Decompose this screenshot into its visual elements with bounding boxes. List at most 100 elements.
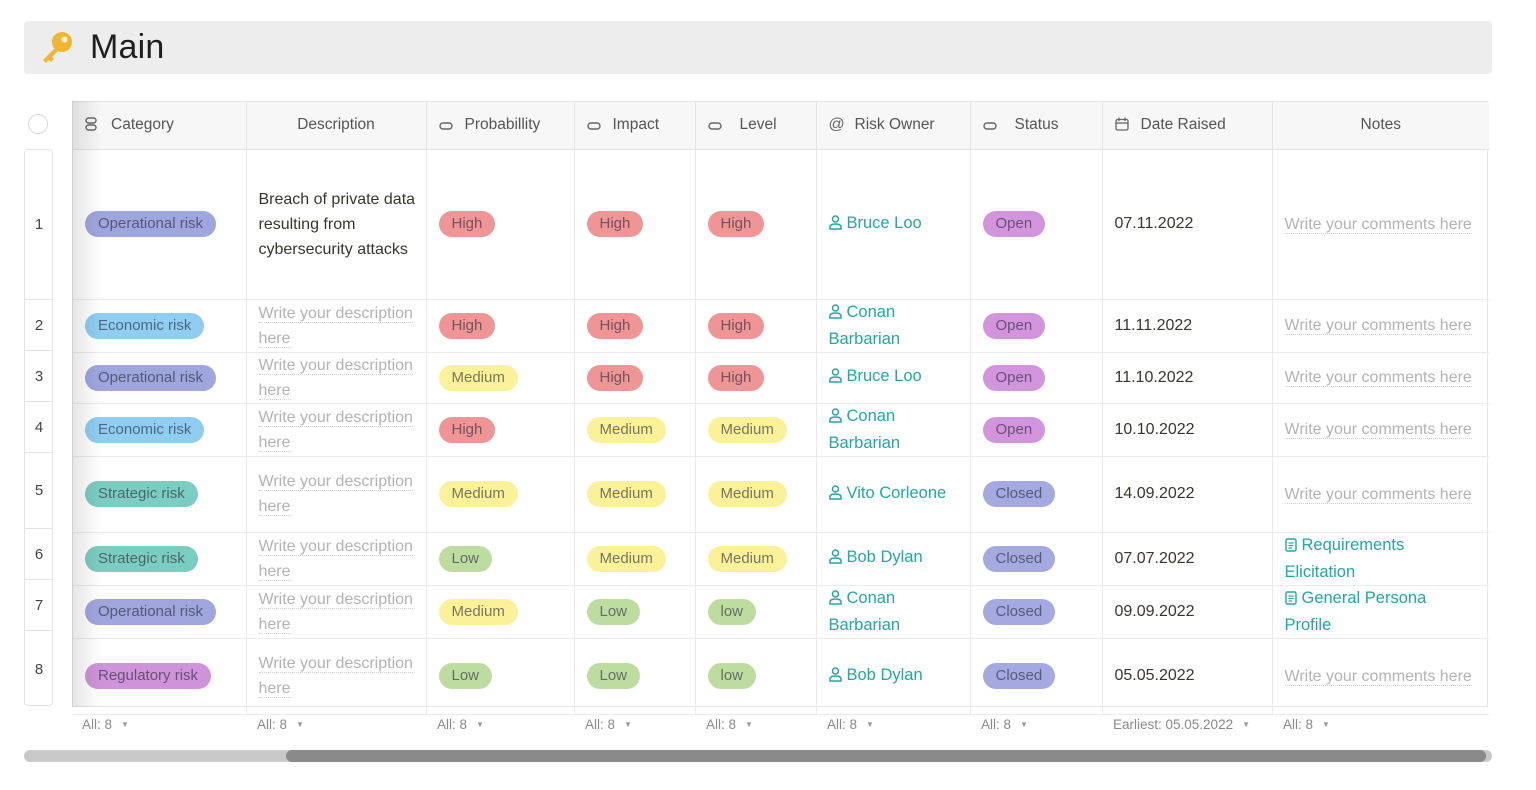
- cell-description[interactable]: Write your description here: [246, 352, 427, 404]
- cell-notes[interactable]: Write your comments here: [1272, 352, 1489, 404]
- column-aggregate-dropdown[interactable]: All: 8 ▼: [437, 717, 484, 732]
- risk-owner-link[interactable]: Conan Barbarian: [828, 302, 901, 348]
- cell-probability[interactable]: Medium: [426, 456, 575, 533]
- cell-status[interactable]: Open: [970, 403, 1103, 457]
- row-number[interactable]: 6: [25, 529, 53, 580]
- cell-date-raised[interactable]: 07.07.2022: [1102, 532, 1273, 586]
- cell-notes[interactable]: Write your comments here: [1272, 149, 1489, 300]
- note-page-link[interactable]: Requirements Elicitation: [1284, 535, 1405, 581]
- row-number[interactable]: 8: [34, 660, 44, 678]
- cell-probability[interactable]: Low: [426, 638, 575, 715]
- cell-level[interactable]: High: [695, 149, 817, 300]
- column-header-status[interactable]: Status: [970, 102, 1103, 150]
- cell-notes[interactable]: Write your comments here: [1272, 403, 1489, 457]
- cell-date-raised[interactable]: 05.05.2022: [1102, 638, 1273, 715]
- risk-owner-link[interactable]: Conan Barbarian: [828, 406, 901, 452]
- cell-level[interactable]: Medium: [695, 456, 817, 533]
- cell-category[interactable]: Economic risk: [73, 403, 247, 457]
- cell-description[interactable]: Breach of private data resulting from cy…: [246, 149, 427, 300]
- row-number[interactable]: 3: [25, 351, 53, 402]
- column-header-category[interactable]: Category: [73, 102, 247, 150]
- cell-risk-owner[interactable]: Bruce Loo: [816, 149, 971, 300]
- cell-probability[interactable]: High: [426, 299, 575, 353]
- cell-description[interactable]: Write your description here: [246, 456, 427, 533]
- cell-status[interactable]: Open: [970, 149, 1103, 300]
- cell-probability[interactable]: Medium: [426, 352, 575, 404]
- risk-owner-link[interactable]: Bruce Loo: [828, 211, 958, 238]
- table-row[interactable]: Regulatory risk Write your description h…: [73, 638, 1489, 715]
- cell-probability[interactable]: Low: [426, 532, 575, 586]
- risk-owner-link[interactable]: Conan Barbarian: [828, 588, 901, 634]
- cell-date-raised[interactable]: 09.09.2022: [1102, 585, 1273, 639]
- risk-owner-link[interactable]: Bob Dylan: [828, 663, 958, 690]
- risk-owner-link[interactable]: Bob Dylan: [828, 545, 958, 572]
- cell-level[interactable]: Medium: [695, 532, 817, 586]
- cell-category[interactable]: Operational risk: [73, 352, 247, 404]
- table-row[interactable]: Strategic risk Write your description he…: [73, 532, 1489, 586]
- column-aggregate-dropdown[interactable]: All: 8 ▼: [82, 717, 129, 732]
- column-header-probability[interactable]: Probabillity: [426, 102, 575, 150]
- cell-impact[interactable]: High: [574, 149, 696, 300]
- row-number[interactable]: 4: [25, 402, 53, 453]
- select-all-checkbox[interactable]: [28, 114, 48, 134]
- cell-notes[interactable]: Write your comments here: [1272, 638, 1489, 715]
- cell-date-raised[interactable]: 11.11.2022: [1102, 299, 1273, 353]
- row-number[interactable]: 2: [25, 300, 53, 351]
- cell-status[interactable]: Closed: [970, 456, 1103, 533]
- cell-description[interactable]: Write your description here: [246, 299, 427, 353]
- cell-category[interactable]: Economic risk: [73, 299, 247, 353]
- cell-notes[interactable]: Write your comments here: [1272, 299, 1489, 353]
- row-number[interactable]: 7: [25, 580, 53, 631]
- cell-risk-owner[interactable]: Bob Dylan: [816, 638, 971, 715]
- cell-date-raised[interactable]: 11.10.2022: [1102, 352, 1273, 404]
- table-row[interactable]: Strategic risk Write your description he…: [73, 456, 1489, 533]
- cell-impact[interactable]: High: [574, 299, 696, 353]
- note-page-link[interactable]: General Persona Profile: [1284, 588, 1427, 634]
- cell-risk-owner[interactable]: Vito Corleone: [816, 456, 971, 533]
- column-aggregate-dropdown[interactable]: All: 8 ▼: [585, 717, 632, 732]
- horizontal-scrollbar-thumb[interactable]: [286, 750, 1486, 762]
- cell-description[interactable]: Write your description here: [246, 585, 427, 639]
- column-header-description[interactable]: Description: [246, 102, 427, 150]
- cell-impact[interactable]: Low: [574, 638, 696, 715]
- cell-impact[interactable]: Medium: [574, 456, 696, 533]
- cell-status[interactable]: Closed: [970, 585, 1103, 639]
- cell-notes[interactable]: Requirements Elicitation: [1272, 532, 1489, 586]
- cell-status[interactable]: Closed: [970, 532, 1103, 586]
- cell-notes[interactable]: Write your comments here: [1272, 456, 1489, 533]
- column-header-impact[interactable]: Impact: [574, 102, 696, 150]
- cell-risk-owner[interactable]: Conan Barbarian: [816, 403, 971, 457]
- column-aggregate-dropdown[interactable]: All: 8 ▼: [257, 717, 304, 732]
- column-header-notes[interactable]: Notes: [1272, 102, 1489, 150]
- column-header-risk-owner[interactable]: @ Risk Owner: [816, 102, 971, 150]
- cell-notes[interactable]: General Persona Profile: [1272, 585, 1489, 639]
- table-row[interactable]: Economic risk Write your description her…: [73, 299, 1489, 353]
- column-aggregate-dropdown[interactable]: Earliest: 05.05.2022 ▼: [1113, 717, 1251, 732]
- column-header-date-raised[interactable]: Date Raised: [1102, 102, 1273, 150]
- cell-probability[interactable]: Medium: [426, 585, 575, 639]
- cell-date-raised[interactable]: 10.10.2022: [1102, 403, 1273, 457]
- cell-date-raised[interactable]: 14.09.2022: [1102, 456, 1273, 533]
- column-aggregate-dropdown[interactable]: All: 8 ▼: [706, 717, 753, 732]
- column-aggregate-dropdown[interactable]: All: 8 ▼: [1283, 717, 1330, 732]
- cell-risk-owner[interactable]: Bob Dylan: [816, 532, 971, 586]
- table-row[interactable]: Operational risk Write your description …: [73, 352, 1489, 404]
- cell-probability[interactable]: High: [426, 149, 575, 300]
- cell-category[interactable]: Operational risk: [73, 585, 247, 639]
- cell-level[interactable]: low: [695, 585, 817, 639]
- cell-level[interactable]: High: [695, 299, 817, 353]
- cell-description[interactable]: Write your description here: [246, 403, 427, 457]
- cell-level[interactable]: low: [695, 638, 817, 715]
- cell-category[interactable]: Regulatory risk: [73, 638, 247, 715]
- column-aggregate-dropdown[interactable]: All: 8 ▼: [981, 717, 1028, 732]
- cell-category[interactable]: Strategic risk: [73, 532, 247, 586]
- row-number[interactable]: 5: [25, 453, 53, 529]
- cell-category[interactable]: Strategic risk: [73, 456, 247, 533]
- cell-probability[interactable]: High: [426, 403, 575, 457]
- cell-level[interactable]: Medium: [695, 403, 817, 457]
- cell-impact[interactable]: High: [574, 352, 696, 404]
- cell-risk-owner[interactable]: Conan Barbarian: [816, 299, 971, 353]
- table-row[interactable]: Operational risk Write your description …: [73, 585, 1489, 639]
- risk-owner-link[interactable]: Vito Corleone: [828, 481, 958, 508]
- cell-impact[interactable]: Low: [574, 585, 696, 639]
